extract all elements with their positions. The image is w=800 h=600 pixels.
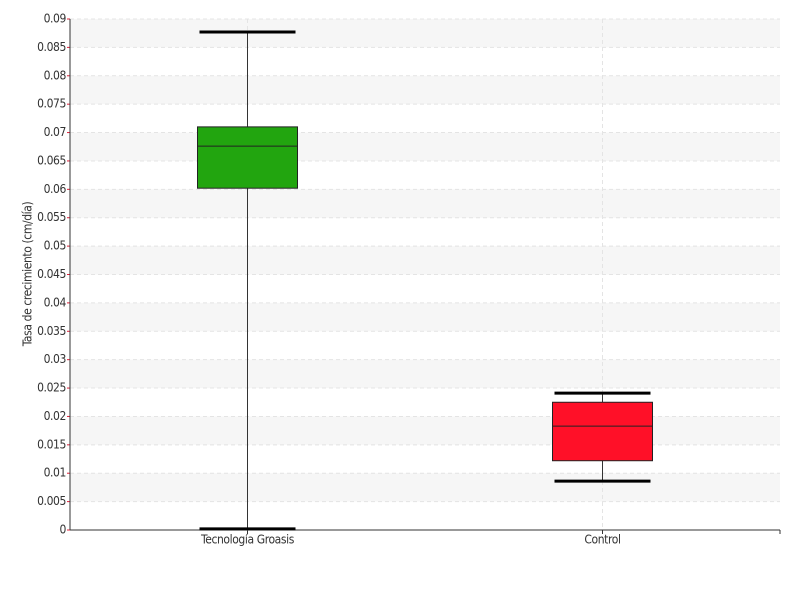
grid-band <box>70 19 780 48</box>
y-tick-label: 0 <box>60 523 67 537</box>
x-tick-label: Tecnología Groasis <box>200 533 295 547</box>
y-tick-label: 0.035 <box>37 324 66 338</box>
grid-band <box>70 302 780 332</box>
y-axis-label: Tasa de crecimiento (cm/día) <box>21 202 35 348</box>
y-tick-label: 0.06 <box>44 182 67 196</box>
y-tick-label: 0.07 <box>44 125 66 139</box>
box <box>552 401 653 462</box>
box <box>197 126 298 189</box>
y-tick-label: 0.075 <box>37 97 66 111</box>
y-tick-label: 0.085 <box>37 40 66 54</box>
y-tick-label: 0.065 <box>37 153 66 167</box>
y-tick-label: 0.01 <box>44 466 66 480</box>
grid-band <box>70 189 780 218</box>
grid-band <box>70 246 780 275</box>
grid-band <box>70 75 780 105</box>
y-tick-label: 0.09 <box>44 12 67 26</box>
y-tick-label: 0.02 <box>44 409 66 423</box>
grid-band <box>70 473 780 502</box>
y-tick-label: 0.005 <box>37 494 66 508</box>
y-tick-label: 0.015 <box>37 437 66 451</box>
y-tick-label: 0.055 <box>37 210 66 224</box>
grid-band <box>70 416 780 445</box>
y-tick-label: 0.025 <box>37 381 66 395</box>
grid-band <box>70 359 780 389</box>
x-tick-label: Control <box>584 533 620 547</box>
y-tick-label: 0.05 <box>44 239 66 253</box>
y-tick-label: 0.04 <box>44 295 67 309</box>
y-tick-label: 0.045 <box>37 267 66 281</box>
grid-band <box>70 132 780 161</box>
y-tick-label: 0.03 <box>44 352 66 366</box>
y-tick-label: 0.08 <box>44 68 67 82</box>
